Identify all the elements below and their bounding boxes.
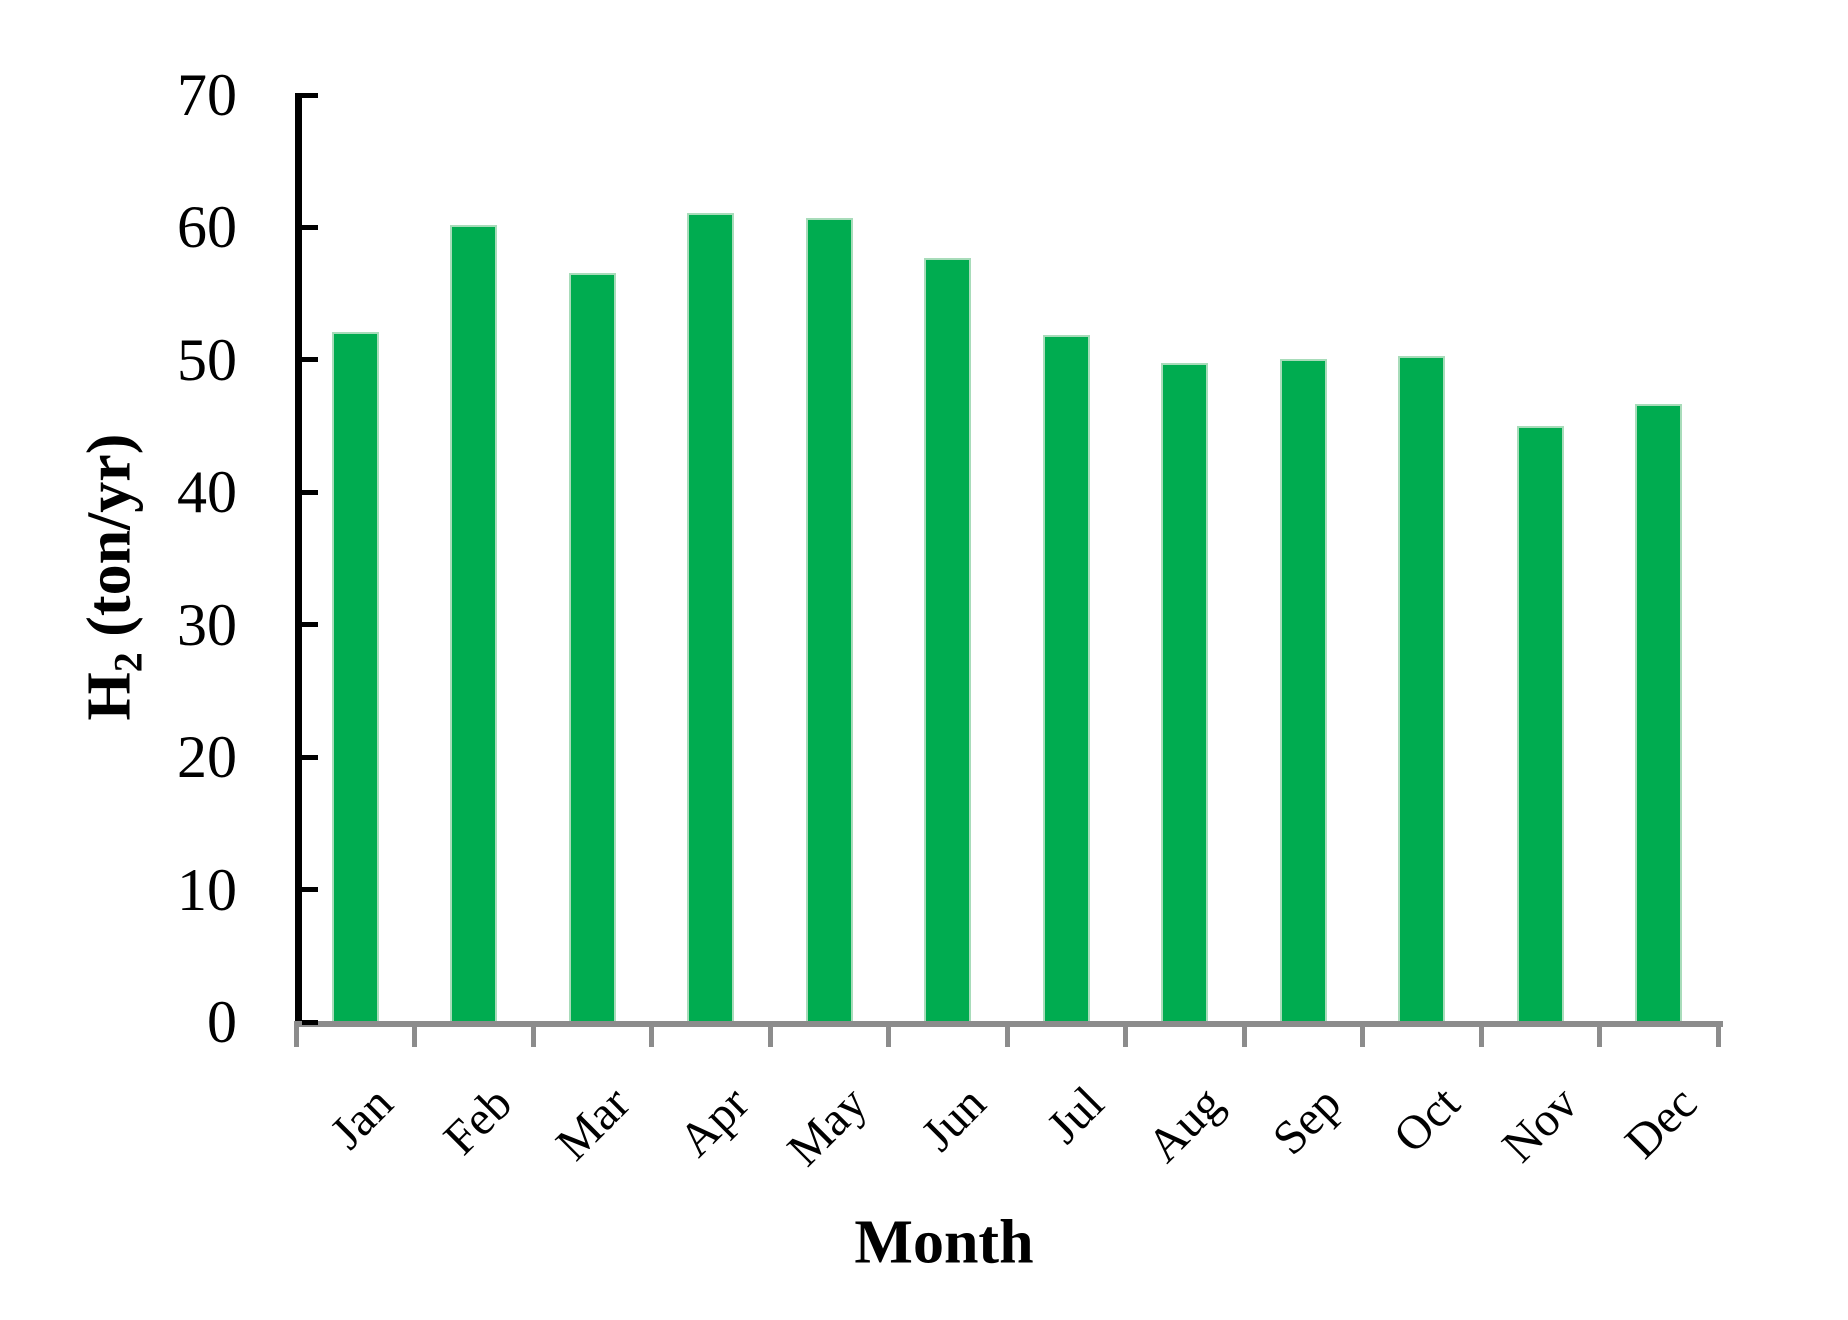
x-tick [1004, 1021, 1010, 1047]
y-tick-label: 0 [207, 989, 237, 1055]
x-tick [649, 1021, 654, 1047]
bar [1161, 362, 1209, 1022]
y-tick [302, 754, 318, 760]
y-tick-label: 40 [177, 459, 237, 526]
x-tick [1241, 1021, 1247, 1047]
bar [805, 218, 853, 1022]
x-axis-title: Month [854, 1208, 1034, 1277]
bar [331, 332, 379, 1022]
x-tick [767, 1021, 773, 1047]
x-tick [1715, 1021, 1721, 1047]
bar [450, 224, 498, 1022]
x-tick [293, 1021, 299, 1047]
y-tick-label: 10 [177, 856, 237, 923]
y-axis-title-base: H [75, 672, 144, 721]
y-tick-label: 20 [177, 724, 237, 791]
y-tick [302, 622, 318, 628]
y-tick [302, 887, 318, 893]
y-tick [302, 92, 318, 98]
x-tick [886, 1021, 891, 1047]
y-tick-label: 50 [177, 326, 237, 393]
y-tick-label: 30 [177, 591, 237, 658]
y-tick-label: 70 [177, 62, 237, 128]
bar [568, 272, 616, 1022]
y-axis-line [295, 93, 302, 1027]
x-tick [1478, 1021, 1484, 1047]
bar [1516, 426, 1564, 1022]
x-tick [530, 1021, 536, 1047]
y-tick [302, 357, 318, 363]
y-tick [302, 489, 318, 495]
bar [924, 257, 972, 1022]
x-tick [1597, 1021, 1602, 1047]
bar [1635, 403, 1683, 1022]
bar [1398, 355, 1446, 1022]
bar [1279, 358, 1327, 1022]
x-tick [1123, 1021, 1128, 1047]
x-tick [412, 1021, 417, 1047]
bar [1042, 334, 1090, 1022]
y-tick [302, 1019, 318, 1025]
bar [687, 212, 735, 1022]
x-tick [1360, 1021, 1365, 1047]
y-tick-label: 60 [177, 194, 237, 261]
y-tick [302, 224, 318, 230]
